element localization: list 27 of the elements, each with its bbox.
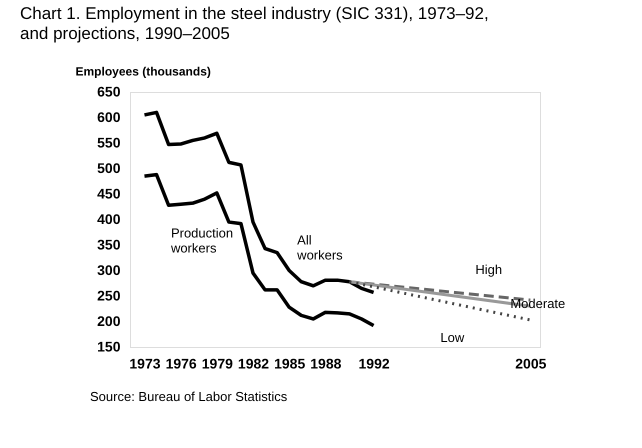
y-tick-label: 400 bbox=[97, 211, 121, 227]
series-label: Low bbox=[440, 330, 465, 345]
y-tick-label: 250 bbox=[97, 288, 121, 304]
y-tick-label: 300 bbox=[97, 262, 121, 278]
y-axis-title: Employees (thousands) bbox=[76, 64, 211, 78]
y-tick-label: 200 bbox=[97, 313, 121, 329]
x-tick-label: 2005 bbox=[515, 356, 547, 372]
x-tick-label: 1985 bbox=[274, 356, 306, 372]
x-tick-label: 1988 bbox=[310, 356, 342, 372]
y-tick-label: 150 bbox=[97, 338, 121, 354]
source-note: Source: Bureau of Labor Statistics bbox=[90, 389, 288, 404]
chart-title: Chart 1. Employment in the steel industry (SIC 331), 1973–92, and projections, 1990–2005 bbox=[20, 4, 489, 43]
y-tick-label: 650 bbox=[97, 84, 121, 100]
y-tick-label: 350 bbox=[97, 236, 121, 252]
series-label: Moderate bbox=[510, 296, 566, 312]
y-tick-label: 600 bbox=[97, 109, 121, 125]
x-tick-label: 1982 bbox=[238, 356, 270, 372]
y-tick-label: 550 bbox=[97, 134, 121, 150]
series-label: All workers bbox=[296, 232, 344, 262]
x-tick-label: 1992 bbox=[358, 356, 390, 372]
series-label: High bbox=[475, 262, 502, 278]
x-tick-label: 1979 bbox=[202, 356, 234, 372]
x-tick-label: 1976 bbox=[166, 356, 197, 372]
x-tick-label: 1973 bbox=[129, 356, 161, 372]
series-label: Production workers bbox=[170, 226, 234, 256]
y-tick-label: 500 bbox=[97, 160, 121, 176]
y-tick-label: 450 bbox=[97, 186, 121, 202]
